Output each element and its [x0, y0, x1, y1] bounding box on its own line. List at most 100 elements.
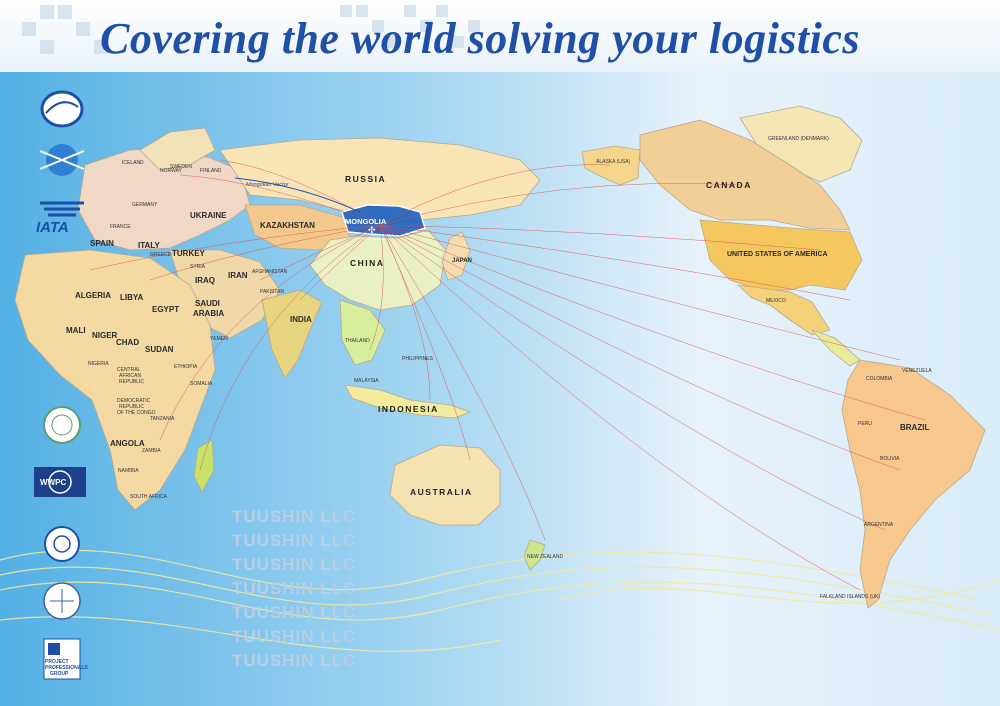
- country-labels: RUSSIA KAZAKHSTAN CHINA JAPAN INDIA IRAN…: [66, 136, 932, 600]
- land-central-america: [811, 329, 861, 367]
- headline: Covering the world solving your logistic…: [100, 14, 861, 63]
- header-band: [0, 0, 1000, 72]
- land-india: [261, 289, 323, 379]
- label-spain: SPAIN: [90, 239, 114, 248]
- label-usa: UNITED STATES OF AMERICA: [727, 251, 828, 258]
- ppg-logo: [43, 638, 81, 680]
- label-iran: IRAN: [228, 271, 248, 280]
- mongolia-badge: MONGOLIA ✣ TUUSHIN: [345, 217, 387, 241]
- land-south-america: [841, 359, 986, 609]
- knot-icon: ✣: [368, 225, 376, 235]
- header-pixel-pattern: [22, 5, 480, 54]
- label-somalia: SOMALIA: [190, 381, 213, 387]
- watermark-3: TUUSHIN LLC: [232, 555, 356, 574]
- land-scandinavia: [139, 127, 216, 171]
- watermark-stack: TUUSHIN LLC TUUSHIN LLC TUUSHIN LLC TUUS…: [232, 507, 356, 670]
- label-arabia: ARABIA: [193, 309, 224, 318]
- decorative-waves: [0, 549, 1000, 652]
- label-finland: FINLAND: [200, 168, 222, 174]
- seal-logo: [43, 406, 81, 444]
- watermark-2: TUUSHIN LLC: [232, 531, 356, 550]
- label-china: CHINA: [350, 258, 384, 268]
- label-kazakhstan: KAZAKHSTAN: [260, 221, 315, 230]
- label-drc-3: OF THE CONGO: [117, 410, 156, 416]
- landmasses: [14, 105, 986, 609]
- land-usa: [699, 219, 863, 291]
- label-angola: ANGOLA: [110, 439, 145, 448]
- watermark-7: TUUSHIN LLC: [232, 651, 356, 670]
- label-australia: AUSTRALIA: [410, 487, 473, 497]
- label-france: FRANCE: [110, 224, 131, 230]
- label-drc-1: DEMOCRATIC: [117, 398, 151, 404]
- label-germany: GERMANY: [132, 202, 158, 208]
- label-alaska: ALASKA (USA): [596, 159, 631, 165]
- label-libya: LIBYA: [120, 293, 143, 302]
- label-tanzania: TANZANIA: [150, 416, 175, 422]
- label-south-africa: SOUTH AFRICA: [130, 494, 168, 500]
- label-sudan: SUDAN: [145, 345, 174, 354]
- label-ukraine: UKRAINE: [190, 211, 227, 220]
- label-iraq: IRAQ: [195, 276, 215, 285]
- label-pakistan: PAKISTAN: [260, 289, 284, 295]
- land-alaska: [581, 145, 641, 186]
- land-canada: [639, 119, 851, 231]
- logo-column: IATA WWPC PROJECT PROFESSIONALS GROUP: [28, 85, 93, 685]
- fiata-logo: [40, 90, 84, 128]
- label-indonesia: INDONESIA: [378, 404, 439, 414]
- label-japan: JAPAN: [452, 258, 472, 264]
- chamber-logo: [43, 582, 81, 620]
- land-mexico: [736, 284, 831, 336]
- watermark-1: TUUSHIN LLC: [232, 507, 356, 526]
- label-chad: CHAD: [116, 338, 139, 347]
- label-peru: PERU: [858, 421, 872, 427]
- shipping-routes: [89, 159, 926, 591]
- label-zambia: ZAMBIA: [142, 448, 161, 454]
- wwpc-logo-text: WWPC: [40, 478, 67, 487]
- label-colombia: COLOMBIA: [866, 376, 893, 382]
- label-syria: SYRIA: [190, 264, 206, 270]
- label-egypt: EGYPT: [152, 305, 179, 314]
- iata-logo-text: IATA: [36, 219, 69, 236]
- land-australia: [389, 444, 501, 526]
- mongolian-vector-route: [234, 177, 361, 213]
- label-nigeria: NIGERIA: [88, 361, 109, 367]
- label-car-1: CENTRAL: [117, 367, 141, 373]
- label-drc-2: REPUBLIC: [119, 404, 144, 410]
- watermark-6: TUUSHIN LLC: [232, 627, 356, 646]
- label-saudi: SAUDI: [195, 299, 220, 308]
- label-brazil: BRAZIL: [900, 423, 929, 432]
- land-indonesia: [344, 384, 472, 419]
- label-canada: CANADA: [706, 180, 752, 190]
- mongolia-badge-sub: TUUSHIN: [368, 236, 386, 241]
- label-ethiopia: ETHIOPIA: [174, 364, 198, 370]
- ppg-logo-text-2: PROFESSIONALS: [45, 665, 88, 671]
- label-mali: MALI: [66, 326, 86, 335]
- label-iceland: ICELAND: [122, 160, 144, 166]
- land-new-zealand: [523, 539, 546, 571]
- label-car-2: AFRICAN: [119, 373, 141, 379]
- label-car-3: REPUBLIC: [119, 379, 144, 385]
- globe-logo: [39, 144, 85, 176]
- label-philippines: PHILIPPINES: [402, 356, 434, 362]
- label-thailand: THAILAND: [345, 338, 370, 344]
- label-bolivia: BOLIVIA: [880, 456, 900, 462]
- label-norway: NORWAY: [160, 168, 183, 174]
- label-venezuela: VENEZUELA: [902, 368, 932, 374]
- label-algeria: ALGERIA: [75, 291, 111, 300]
- label-greenland: GREENLAND (DENMARK): [768, 136, 829, 142]
- land-china: [309, 229, 447, 311]
- land-russia: [219, 137, 541, 221]
- label-russia: RUSSIA: [345, 174, 386, 184]
- ring-logo: [44, 526, 80, 562]
- label-india: INDIA: [290, 315, 312, 324]
- label-new-zealand: NEW ZEALAND: [527, 554, 564, 560]
- mongolia-badge-title: MONGOLIA: [345, 217, 387, 226]
- label-niger: NIGER: [92, 331, 118, 340]
- label-namibia: NAMIBIA: [118, 468, 139, 474]
- ppg-logo-text-1: PROJECT: [45, 659, 69, 665]
- watermark-5: TUUSHIN LLC: [232, 603, 356, 622]
- label-argentina: ARGENTINA: [864, 522, 894, 528]
- label-yemen: YEMEN: [210, 336, 228, 342]
